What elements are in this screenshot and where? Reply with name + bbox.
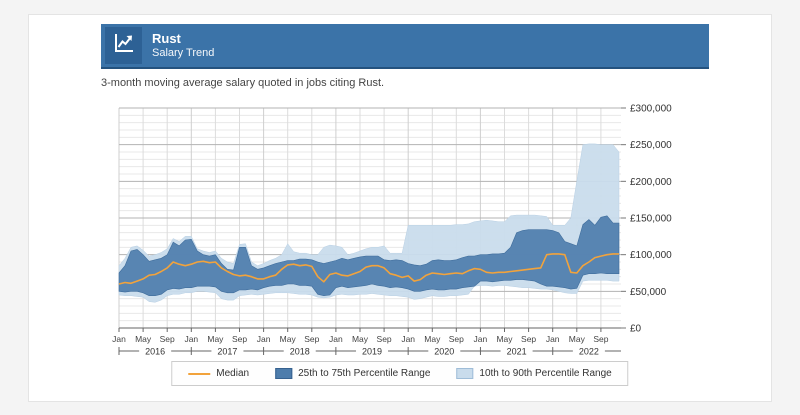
svg-text:£100,000: £100,000 (630, 250, 672, 261)
svg-text:May: May (135, 334, 152, 344)
legend-item-median: Median (188, 368, 249, 379)
chart-legend: Median 25th to 75th Percentile Range 10t… (171, 361, 629, 386)
svg-text:Sep: Sep (304, 334, 319, 344)
svg-text:May: May (280, 334, 297, 344)
legend-item-10-90: 10th to 90th Percentile Range (456, 368, 612, 379)
svg-text:Jan: Jan (257, 334, 271, 344)
svg-text:2019: 2019 (362, 347, 382, 357)
svg-text:£50,000: £50,000 (630, 287, 667, 298)
svg-text:May: May (207, 334, 224, 344)
icon-box (105, 27, 142, 64)
svg-text:Sep: Sep (377, 334, 392, 344)
svg-text:Sep: Sep (521, 334, 536, 344)
page-title: Rust (152, 30, 181, 46)
svg-text:Jan: Jan (329, 334, 343, 344)
svg-text:Jan: Jan (401, 334, 415, 344)
svg-text:£300,000: £300,000 (630, 104, 672, 115)
legend-label: 10th to 90th Percentile Range (479, 368, 612, 379)
svg-text:Jan: Jan (474, 334, 488, 344)
svg-text:Jan: Jan (546, 334, 560, 344)
svg-text:Sep: Sep (449, 334, 464, 344)
header-titles: Rust Salary Trend (152, 30, 215, 60)
legend-label: Median (216, 368, 250, 379)
page-subtitle: Salary Trend (152, 46, 215, 59)
svg-text:May: May (569, 334, 586, 344)
svg-text:2018: 2018 (290, 347, 310, 357)
svg-text:Sep: Sep (232, 334, 247, 344)
svg-text:May: May (496, 334, 513, 344)
svg-text:2020: 2020 (434, 347, 454, 357)
svg-text:Sep: Sep (160, 334, 175, 344)
svg-text:£250,000: £250,000 (630, 140, 672, 151)
svg-text:Sep: Sep (593, 334, 608, 344)
salary-chart: £0 £50,000 £100,000 £150,000 £200,000 £250,00… (112, 104, 672, 357)
line-chart-up-icon (112, 31, 136, 60)
svg-text:2016: 2016 (145, 347, 165, 357)
legend-item-25-75: 25th to 75th Percentile Range (275, 368, 430, 379)
svg-text:May: May (352, 334, 369, 344)
chart-header: Rust Salary Trend (101, 24, 709, 69)
svg-text:£0: £0 (630, 324, 642, 335)
chart-description: 3-month moving average salary quoted in … (101, 77, 385, 89)
percentile-10-90-swatch (456, 368, 474, 379)
svg-text:Jan: Jan (184, 334, 198, 344)
legend-label: 25th to 75th Percentile Range (298, 368, 431, 379)
svg-text:2022: 2022 (579, 347, 599, 357)
svg-text:2017: 2017 (217, 347, 237, 357)
svg-text:£150,000: £150,000 (630, 214, 672, 225)
svg-text:2021: 2021 (507, 347, 527, 357)
percentile-25-75-swatch (275, 368, 293, 379)
svg-text:£200,000: £200,000 (630, 177, 672, 188)
median-line-swatch (188, 372, 211, 375)
svg-text:May: May (424, 334, 441, 344)
svg-text:Jan: Jan (112, 334, 126, 344)
median-line (118, 253, 619, 285)
content-card: Rust Salary Trend 3-month moving average… (28, 14, 772, 402)
